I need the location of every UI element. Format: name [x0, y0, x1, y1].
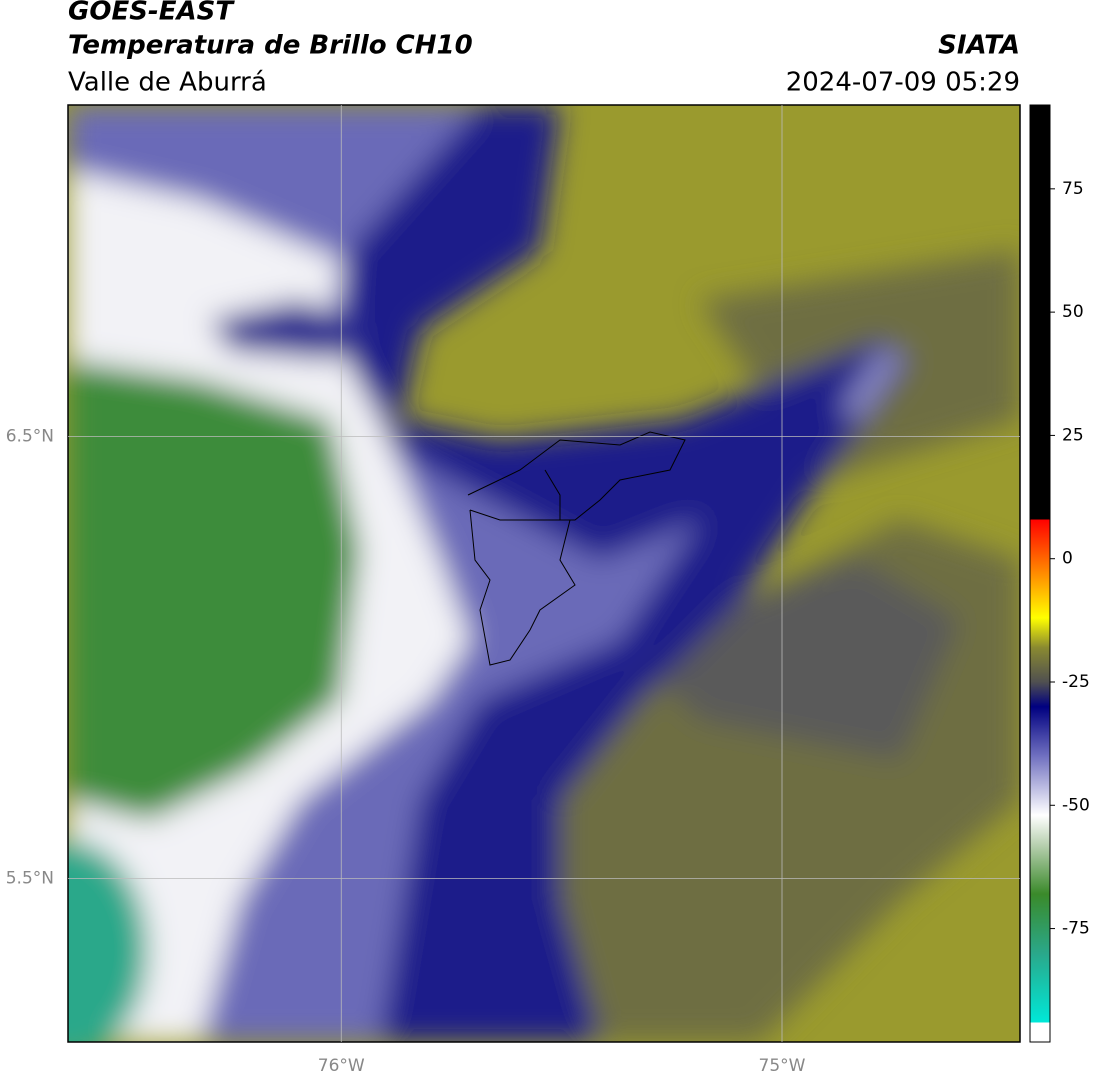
colorbar-tick-label: -75 — [1062, 919, 1090, 939]
colorbar-tick-label: -50 — [1062, 795, 1090, 815]
map-frame — [67, 104, 1021, 1043]
title: GOES-EAST — [68, 0, 235, 27]
colorbar-tick-label: 50 — [1062, 302, 1084, 322]
subtitle: Temperatura de Brillo CH10 — [68, 31, 473, 61]
datetime: 2024-07-09 05:29 — [786, 68, 1020, 98]
x-tick-label: 76°W — [318, 1056, 365, 1076]
y-tick-label: 5.5°N — [6, 868, 54, 888]
colorbar — [1029, 104, 1051, 1043]
source: SIATA — [938, 31, 1020, 61]
colorbar-tick-label: 0 — [1062, 549, 1073, 569]
x-tick-label: 75°W — [759, 1056, 806, 1076]
grid — [68, 105, 1020, 1042]
map-imagery — [68, 105, 1020, 1042]
region: Valle de Aburrá — [68, 68, 267, 98]
colorbar-tick-label: 25 — [1062, 425, 1084, 445]
y-tick-label: 6.5°N — [6, 426, 54, 446]
colorbar-tick-label: -25 — [1062, 672, 1090, 692]
colorbar-tick-label: 75 — [1062, 179, 1084, 199]
